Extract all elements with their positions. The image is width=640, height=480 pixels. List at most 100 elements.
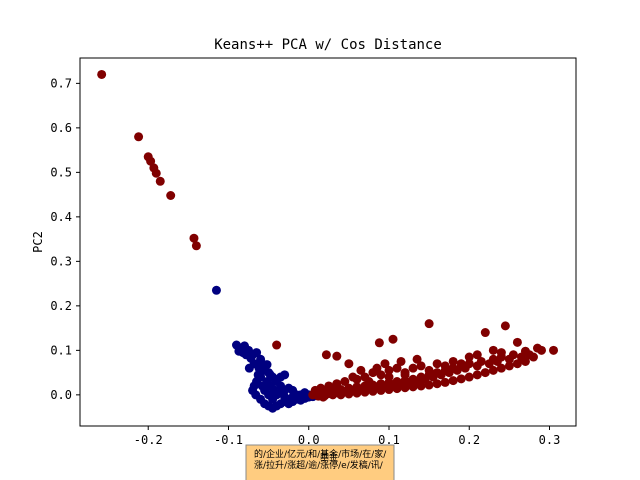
cluster-red-point <box>432 379 442 389</box>
cluster-red-point <box>97 69 107 79</box>
cluster-red-point <box>532 343 542 353</box>
y-tick-label: 0.4 <box>50 210 72 224</box>
cluster-red-point <box>384 385 394 395</box>
y-axis: 0.0 0.1 0.2 0.3 0.4 0.5 0.6 0.7 <box>50 76 80 402</box>
cluster-blue-point <box>288 385 298 395</box>
cluster-red-point <box>368 386 378 396</box>
cluster-red-point <box>155 176 165 186</box>
cluster-red-point <box>332 379 342 389</box>
y-axis-label: PC2 <box>31 231 45 253</box>
y-tick-label: 0.0 <box>50 388 72 402</box>
cluster-red-point <box>321 350 331 360</box>
cluster-red-point <box>372 363 382 373</box>
cluster-red-point <box>348 372 358 382</box>
cluster-red-point <box>360 387 370 397</box>
x-tick-label: -0.2 <box>134 433 163 447</box>
cluster-red-point <box>500 321 510 331</box>
cluster-blue-point <box>253 370 263 380</box>
cluster-blue-point <box>280 370 290 380</box>
cluster-red-point <box>512 337 522 347</box>
cluster-red-point <box>472 370 482 380</box>
cluster-red-point <box>146 156 156 166</box>
cluster-blue-point <box>252 348 262 358</box>
cluster-red-point <box>328 390 338 400</box>
x-tick-label: -0.1 <box>214 433 243 447</box>
cluster-red-point <box>151 168 161 178</box>
annotation-box: 的/企业/亿元/和/基金/市场/在/家/ 涨/拉升/涨超/逾/涨停/e/发稿/讯… <box>245 444 395 480</box>
cluster-red-point <box>456 359 466 369</box>
cluster-red-point <box>336 390 346 400</box>
y-tick-label: 0.1 <box>50 343 72 357</box>
cluster-red-point <box>318 392 328 402</box>
cluster-blue-point <box>234 346 244 356</box>
cluster-red-point <box>408 363 418 373</box>
cluster-red-point <box>340 377 350 387</box>
x-tick-label: 0.1 <box>378 433 400 447</box>
cluster-red-point <box>472 350 482 360</box>
cluster-red-point <box>364 377 374 387</box>
cluster-red-point <box>400 370 410 380</box>
annotation-line-2: 涨/拉升/涨超/逾/涨停/e/发稿/讯/ <box>254 459 384 471</box>
data-points <box>97 69 559 413</box>
cluster-blue-point <box>244 363 254 373</box>
x-tick-label: 0.0 <box>298 433 320 447</box>
cluster-red-point <box>472 361 482 371</box>
cluster-red-point <box>189 233 199 243</box>
cluster-red-point <box>344 359 354 369</box>
annotation-overlap-text: 基金 <box>320 451 338 463</box>
cluster-red-point <box>456 374 466 384</box>
cluster-red-point <box>344 389 354 399</box>
cluster-red-point <box>416 361 426 371</box>
cluster-red-point <box>424 365 434 375</box>
annotation-background <box>245 444 395 480</box>
chart-title: Keans++ PCA w/ Cos Distance <box>214 37 442 53</box>
cluster-red-point <box>272 340 282 350</box>
cluster-red-point <box>416 381 426 391</box>
cluster-red-point <box>448 356 458 366</box>
y-tick-label: 0.5 <box>50 165 72 179</box>
plot-frame <box>79 57 577 427</box>
cluster-red-point <box>191 241 201 251</box>
cluster-red-point <box>520 356 530 366</box>
y-tick-label: 0.2 <box>50 299 72 313</box>
cluster-red-point <box>384 365 394 375</box>
cluster-blue-point <box>211 285 221 295</box>
cluster-red-point <box>432 359 442 369</box>
cluster-red-point <box>512 359 522 369</box>
cluster-red-point <box>496 348 506 358</box>
cluster-red-point <box>412 354 422 364</box>
cluster-red-point <box>380 359 390 369</box>
cluster-red-point <box>424 380 434 390</box>
cluster-red-point <box>488 365 498 375</box>
y-tick-label: 0.7 <box>50 76 72 90</box>
annotation-line-1: 的/企业/亿元/和/基金/市场/在/家/ <box>254 448 387 460</box>
cluster-red-point <box>464 372 474 382</box>
cluster-blue-point <box>280 392 290 402</box>
cluster-red-point <box>166 190 176 200</box>
cluster-red-point <box>374 338 384 348</box>
cluster-red-point <box>504 361 514 371</box>
cluster-red-point <box>388 334 398 344</box>
cluster-red-point <box>324 381 334 391</box>
cluster-red-point <box>440 377 450 387</box>
cluster-red-point <box>464 352 474 362</box>
cluster-red-point <box>496 363 506 373</box>
cluster-red-point <box>352 388 362 398</box>
cluster-red-point <box>384 372 394 382</box>
y-tick-label: 0.6 <box>50 121 72 135</box>
cluster-red-point <box>480 328 490 338</box>
cluster-red-point <box>488 345 498 355</box>
cluster-red-point <box>448 376 458 386</box>
cluster-red-point <box>400 383 410 393</box>
cluster-red-point <box>134 132 144 142</box>
cluster-red-point <box>528 352 538 362</box>
cluster-red-point <box>549 345 559 355</box>
x-tick-label: 0.2 <box>458 433 480 447</box>
cluster-red-point <box>408 382 418 392</box>
x-axis: -0.2 -0.1 0.0 0.1 0.2 0.3 <box>134 426 560 447</box>
cluster-red-point <box>424 319 434 329</box>
cluster-red-point <box>310 385 320 395</box>
cluster-red-point <box>504 354 514 364</box>
